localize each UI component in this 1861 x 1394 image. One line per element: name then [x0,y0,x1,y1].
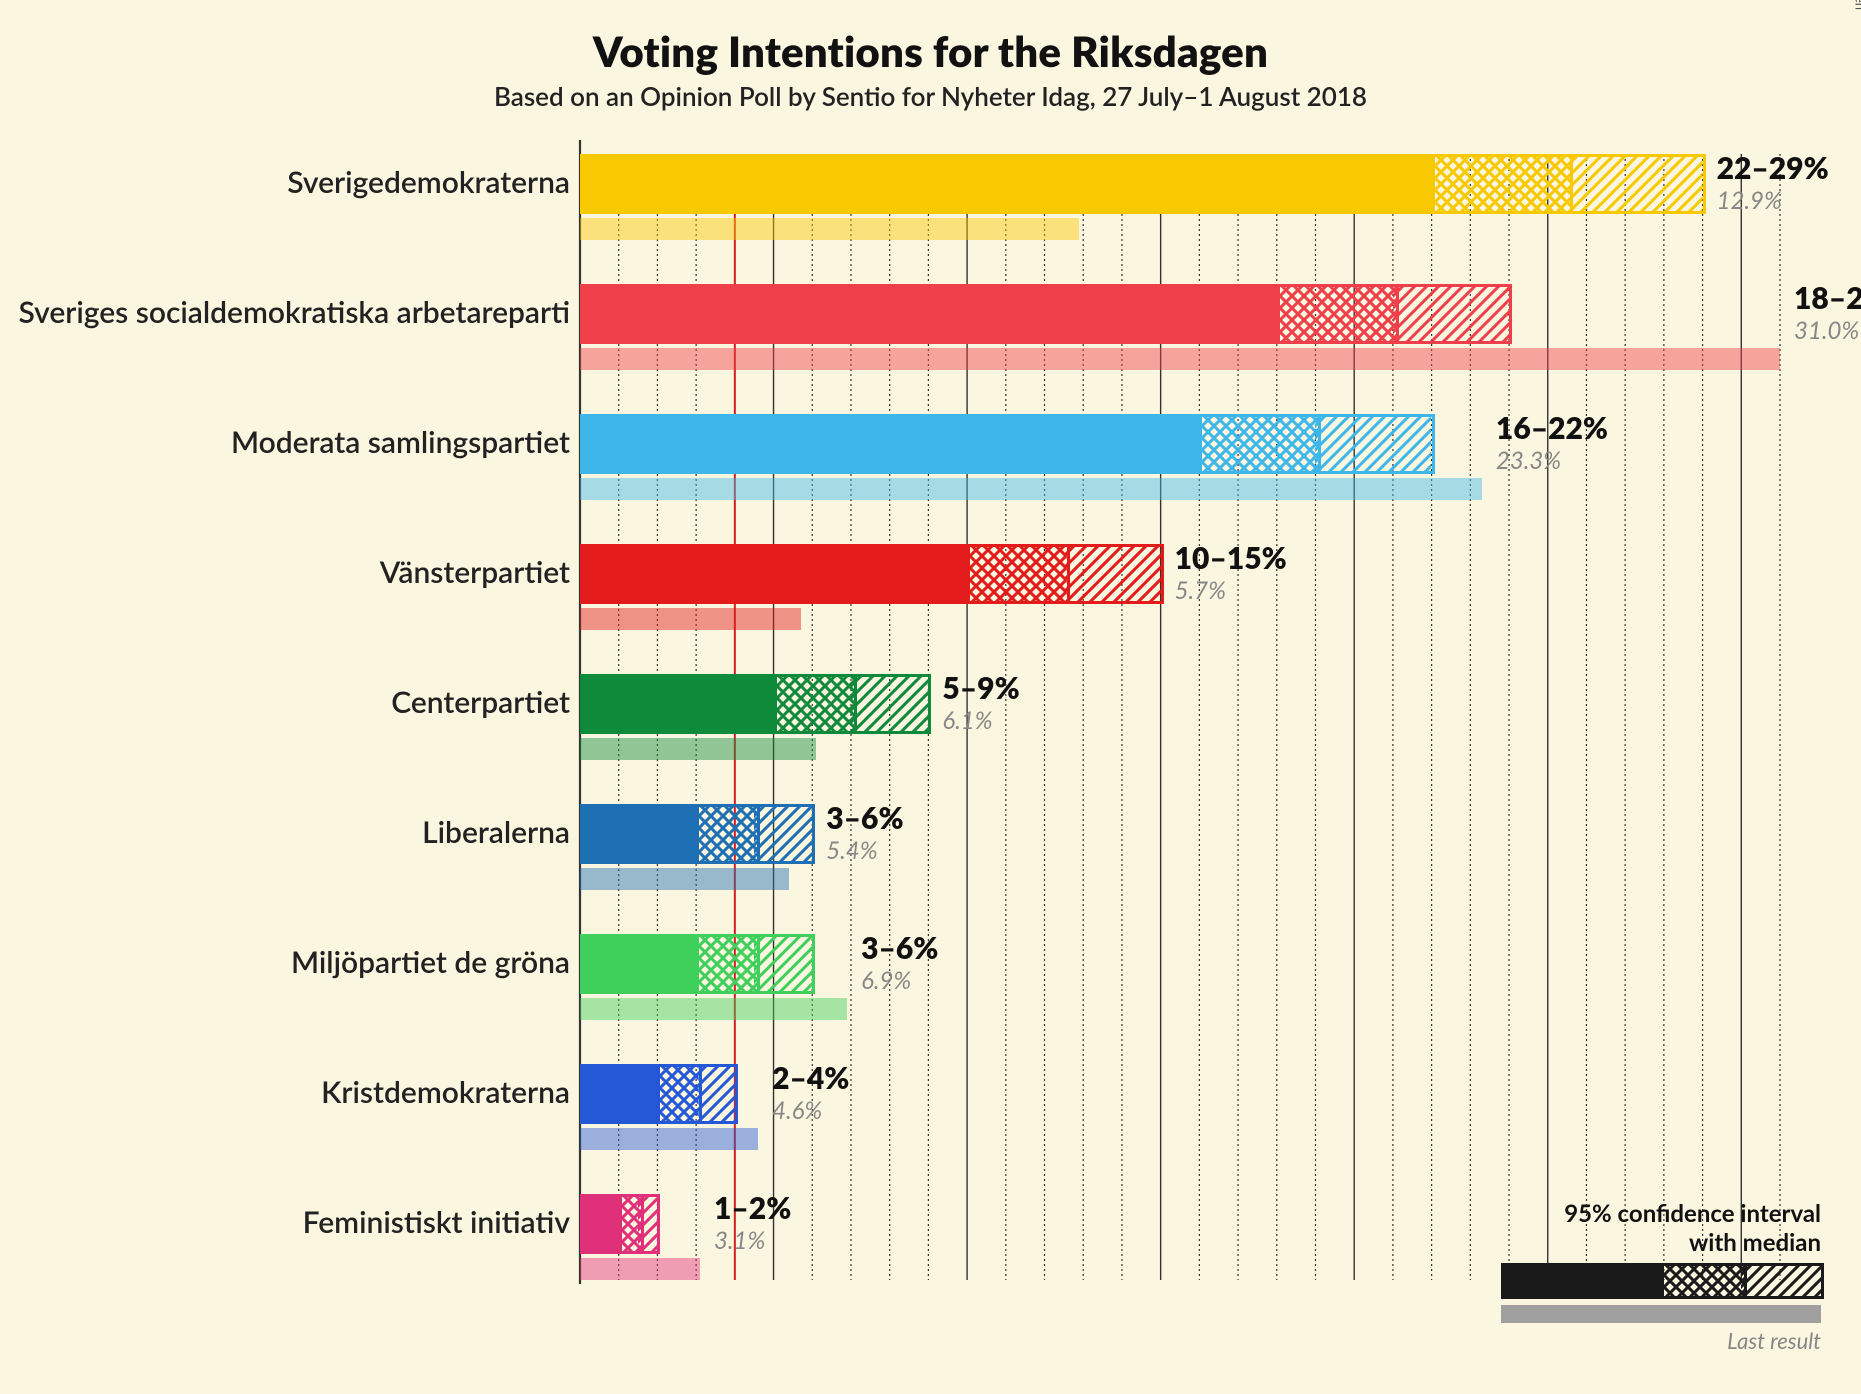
party-row: Moderata samlingspartiet 16–22%23.3% [0,400,1861,530]
ci-bar [580,1064,735,1124]
party-row: Sveriges socialdemokratiska arbetarepart… [0,270,1861,400]
legend-last-bar [1501,1305,1821,1323]
ci-value-label: 16–22% [1496,410,1608,446]
legend: 95% confidence interval with median Last… [1401,1199,1821,1354]
ci-value-label: 22–29% [1717,150,1829,186]
ci-value-label: 3–6% [826,800,903,836]
last-result-label: 6.9% [861,966,911,995]
last-result-label: 4.6% [772,1096,822,1125]
last-result-bar [580,348,1780,370]
chart-title: Voting Intentions for the Riksdagen [0,26,1861,76]
party-row: Sverigedemokraterna 22–29%12.9% [0,140,1861,270]
legend-last-label: Last result [1401,1327,1821,1354]
party-label: Sveriges socialdemokratiska arbetarepart… [18,294,570,330]
last-result-bar [580,218,1079,240]
party-label: Sverigedemokraterna [287,164,570,200]
party-row: Liberalerna 3–6%5.4% [0,790,1861,920]
ci-bar [580,154,1703,214]
last-result-label: 12.9% [1717,186,1782,215]
ci-value-label: 3–6% [861,930,938,966]
chart-subtitle: Based on an Opinion Poll by Sentio for N… [0,80,1861,112]
last-result-label: 5.4% [826,836,877,865]
ci-bar [580,1194,657,1254]
legend-bar-sample [1501,1263,1821,1299]
last-result-label: 31.0% [1794,316,1859,345]
ci-bar [580,804,812,864]
ci-bar [580,544,1161,604]
ci-bar [580,934,812,994]
ci-value-label: 1–2% [714,1190,791,1226]
last-result-label: 6.1% [942,706,992,735]
ci-value-label: 5–9% [942,670,1019,706]
ci-bar [580,674,928,734]
ci-value-label: 2–4% [772,1060,849,1096]
last-result-bar [580,478,1482,500]
party-row: Kristdemokraterna 2–4%4.6% [0,1050,1861,1180]
last-result-bar [580,1258,700,1280]
copyright-label: © 2018 Filip van Laenen [1853,0,1861,10]
last-result-label: 3.1% [714,1226,765,1255]
party-row: Centerpartiet 5–9%6.1% [0,660,1861,790]
last-result-label: 23.3% [1496,446,1561,475]
party-label: Centerpartiet [391,684,570,720]
party-row: Vänsterpartiet 10–15%5.7% [0,530,1861,660]
party-label: Feministiskt initiativ [303,1204,570,1240]
ci-bar [580,414,1432,474]
last-result-bar [580,868,789,890]
last-result-bar [580,1128,758,1150]
party-label: Miljöpartiet de gröna [291,944,570,980]
legend-line2: with median [1401,1228,1821,1257]
party-label: Liberalerna [422,814,570,850]
bar-chart: Sverigedemokraterna 22–29%12.9% Sveriges s… [0,130,1861,1354]
ci-bar [580,284,1509,344]
last-result-bar [580,998,847,1020]
party-label: Moderata samlingspartiet [231,424,570,460]
ci-value-label: 10–15% [1175,540,1287,576]
legend-line1: 95% confidence interval [1401,1199,1821,1228]
ci-value-label: 18–24% [1794,280,1861,316]
last-result-label: 5.7% [1175,576,1226,605]
last-result-bar [580,608,801,630]
party-label: Vänsterpartiet [380,554,570,590]
last-result-bar [580,738,816,760]
party-label: Kristdemokraterna [321,1074,570,1110]
party-row: Miljöpartiet de gröna 3–6%6.9% [0,920,1861,1050]
